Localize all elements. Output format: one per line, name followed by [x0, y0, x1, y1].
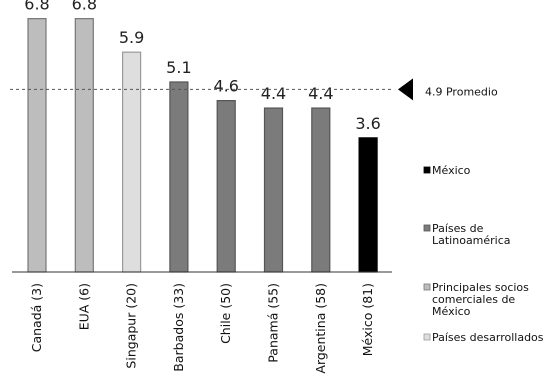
- x-tick-label: EUA (6): [76, 283, 91, 330]
- legend-swatch: [423, 333, 431, 341]
- x-tick-label: Panamá (55): [266, 283, 281, 363]
- bar: [121, 51, 142, 273]
- bar-value-label: 6.8: [72, 0, 97, 14]
- x-tick-label: México (81): [360, 283, 375, 356]
- bar-value-label: 4.6: [213, 77, 238, 96]
- legend-label: Latinoamérica: [432, 234, 511, 247]
- bar-value-label: 4.4: [261, 84, 286, 103]
- legend-swatch: [423, 166, 431, 174]
- x-tick-label: Barbados (33): [171, 283, 186, 372]
- average-label: 4.9 Promedio: [425, 85, 498, 98]
- x-tick-label: Chile (50): [218, 283, 233, 344]
- legend-label: comerciales de: [432, 293, 515, 306]
- bar-value-label: 5.1: [166, 58, 191, 77]
- legend-label: Países de: [432, 222, 484, 235]
- bar-value-label: 6.8: [24, 0, 49, 14]
- legend-label: México: [432, 164, 471, 177]
- legend-swatch: [423, 283, 431, 291]
- bar-value-label: 3.6: [355, 114, 380, 133]
- x-tick-labels-group: Canadá (3) EUA (6) Singapur (20) Barbados (…: [29, 283, 375, 374]
- bars-group: [27, 18, 378, 273]
- bar: [27, 18, 47, 273]
- bar: [263, 107, 284, 273]
- bar-value-label: 4.4: [308, 84, 333, 103]
- value-labels-group: 6.8 6.8 5.9 5.1 4.6 4.4 4.4 3.6: [24, 0, 381, 133]
- legend-label: Países desarrollados: [432, 331, 544, 344]
- average-marker-triangle: [398, 78, 413, 101]
- bar: [216, 100, 236, 273]
- bar-value-label: 5.9: [119, 28, 144, 47]
- legend-label: México: [432, 305, 471, 318]
- bar: [311, 107, 331, 273]
- x-tick-label: Singapur (20): [124, 283, 139, 369]
- legend-swatch: [423, 224, 431, 232]
- bar: [169, 81, 189, 273]
- bar: [74, 18, 94, 273]
- x-tick-label: Canadá (3): [29, 283, 44, 352]
- bar: [358, 137, 378, 273]
- x-tick-label: Argentina (58): [313, 283, 328, 374]
- legend-label: Principales socios: [432, 281, 529, 294]
